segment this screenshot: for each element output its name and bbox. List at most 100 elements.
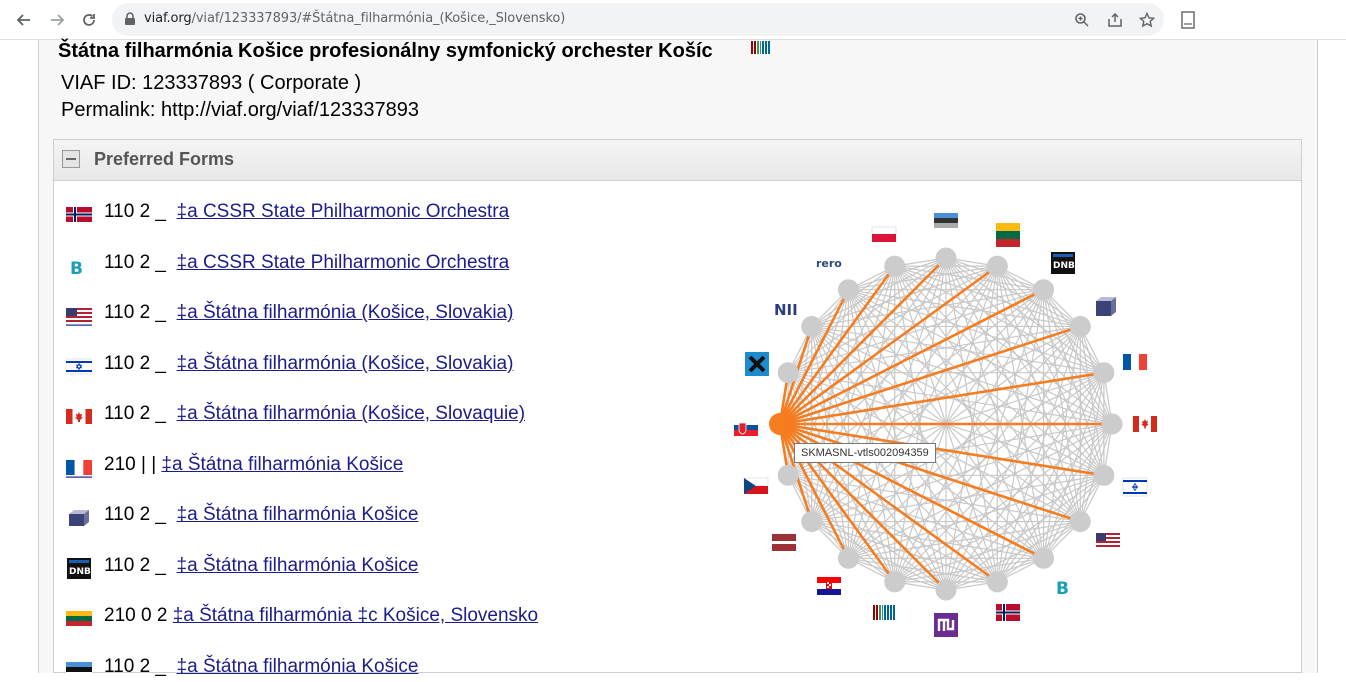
network-edge xyxy=(787,474,947,591)
form-code: 210 0 2 xyxy=(104,605,168,626)
bookmark-star-icon[interactable] xyxy=(1137,10,1157,30)
url-host: viaf.org xyxy=(144,11,192,26)
network-edge xyxy=(847,289,998,583)
form-link[interactable]: ‡a Štátna filharmónia Košice xyxy=(176,656,419,677)
form-link[interactable]: ‡a Štátna filharmónia (Košice, Slovakia) xyxy=(176,302,514,323)
network-edge xyxy=(811,520,1044,559)
preferred-forms-header[interactable]: Preferred Forms xyxy=(54,140,1301,181)
network-edge xyxy=(811,289,1044,522)
address-bar[interactable]: viaf.org/viaf/123337893/#Štátna_filharmó… xyxy=(112,3,1164,36)
collapse-icon[interactable] xyxy=(62,150,80,168)
latvia-flag-node-icon xyxy=(772,534,796,551)
node-source-icons: rero DNB NII B xyxy=(734,213,1157,637)
network-node[interactable] xyxy=(986,255,1008,277)
network-edge xyxy=(894,289,1045,583)
network-node[interactable] xyxy=(1033,547,1055,569)
highlighted-edge xyxy=(779,325,1081,426)
network-edge xyxy=(945,372,1105,591)
network-edge xyxy=(848,265,998,291)
croatia-flag-node-icon xyxy=(817,577,841,595)
form-link[interactable]: ‡a Štátna filharmónia Košice xyxy=(176,504,419,525)
form-link[interactable]: ‡a Štátna filharmónia (Košice, Slovaquie… xyxy=(176,403,526,424)
network-node[interactable] xyxy=(837,279,859,301)
highlighted-edge xyxy=(779,422,1081,523)
network-edge xyxy=(811,423,1113,523)
highlighted-edge xyxy=(779,422,1105,477)
canada-flag-node-icon xyxy=(1133,416,1157,432)
lock-icon xyxy=(125,12,135,25)
form-code: 110 2 _ xyxy=(104,302,166,323)
forward-button[interactable] xyxy=(45,8,69,32)
network-node[interactable] xyxy=(935,247,957,269)
network-node[interactable] xyxy=(1101,413,1123,435)
network-edge xyxy=(811,372,1105,523)
network-node[interactable] xyxy=(884,571,906,593)
network-edge xyxy=(847,265,998,559)
nii-logo: NII xyxy=(774,301,798,319)
form-link[interactable]: ‡a CSSR State Philharmonic Orchestra xyxy=(176,201,510,222)
network-edge xyxy=(945,266,998,591)
network-edge xyxy=(1079,326,1105,476)
network-node[interactable] xyxy=(801,511,823,533)
hub-node[interactable] xyxy=(769,413,791,435)
network-edge xyxy=(1079,372,1105,522)
form-link[interactable]: ‡a Štátna filharmónia (Košice, Slovakia) xyxy=(176,353,514,374)
form-link[interactable]: ‡a CSSR State Philharmonic Orchestra xyxy=(176,252,510,273)
network-node[interactable] xyxy=(801,315,823,337)
network-edge xyxy=(945,257,1081,327)
viaf-id: VIAF ID: 123337893 ( Corporate ) xyxy=(61,72,362,94)
usa-flag-node-icon xyxy=(1096,533,1120,549)
form-link[interactable]: ‡a Štátna filharmónia Košice xyxy=(176,555,419,576)
network-node[interactable] xyxy=(1069,315,1091,337)
network-edge xyxy=(811,326,850,559)
network-node[interactable] xyxy=(777,464,799,486)
network-edge xyxy=(1043,372,1105,559)
lithuania-flag-node-icon xyxy=(996,223,1020,247)
network-edge xyxy=(1042,326,1081,559)
selibr-node-icon xyxy=(745,352,769,376)
url-path: /viaf/123337893/#Štátna_filharmónia_(Koš… xyxy=(191,11,566,26)
network-edge xyxy=(894,521,1081,583)
zoom-icon[interactable] xyxy=(1072,10,1092,30)
network-node[interactable] xyxy=(1069,511,1091,533)
network-edge xyxy=(787,265,896,476)
network-node[interactable] xyxy=(1093,362,1115,384)
network-edge xyxy=(894,266,947,591)
network-node[interactable] xyxy=(884,255,906,277)
form-code: 110 2 _ xyxy=(104,555,166,576)
isni-node-icon xyxy=(1096,297,1116,316)
reload-icon xyxy=(83,14,95,26)
network-node[interactable] xyxy=(1033,279,1055,301)
network-node[interactable] xyxy=(1093,464,1115,486)
slovakia-flag-node-icon xyxy=(734,420,758,436)
network-edge xyxy=(848,289,1081,328)
wikidata-node-icon xyxy=(873,605,895,620)
share-icon[interactable] xyxy=(1105,10,1125,30)
purple-source-node-icon xyxy=(934,613,958,637)
network-edge xyxy=(787,257,947,476)
network-edge xyxy=(787,265,998,374)
network-node[interactable] xyxy=(837,547,859,569)
network-node[interactable] xyxy=(935,579,957,601)
network-edge xyxy=(787,265,998,476)
back-button[interactable] xyxy=(12,8,36,32)
network-edge xyxy=(787,372,896,583)
form-link[interactable]: ‡a Štátna filharmónia Košice xyxy=(161,454,404,475)
forward-arrow-icon xyxy=(51,14,65,26)
reading-list-button[interactable] xyxy=(1176,8,1200,32)
form-code: 110 2 _ xyxy=(104,353,166,374)
network-edge xyxy=(945,423,1113,591)
form-link[interactable]: ‡a Štátna filharmónia ‡c Košice, Slovens… xyxy=(172,605,539,626)
rero-logo: rero xyxy=(816,257,842,270)
network-node[interactable] xyxy=(777,362,799,384)
network-node[interactable] xyxy=(986,571,1008,593)
reload-button[interactable] xyxy=(77,8,101,32)
network-edge xyxy=(996,265,1105,374)
svg-text:DNB: DNB xyxy=(69,567,91,577)
cluster-network-graph[interactable]: rero DNB NII B xyxy=(700,200,1180,640)
bibsys-node-logo: B xyxy=(1056,579,1069,599)
norway-flag-icon xyxy=(66,207,92,222)
page-border-right xyxy=(1317,40,1318,673)
dnb-node-icon: DNB xyxy=(1051,252,1075,274)
network-edge xyxy=(1043,289,1113,425)
